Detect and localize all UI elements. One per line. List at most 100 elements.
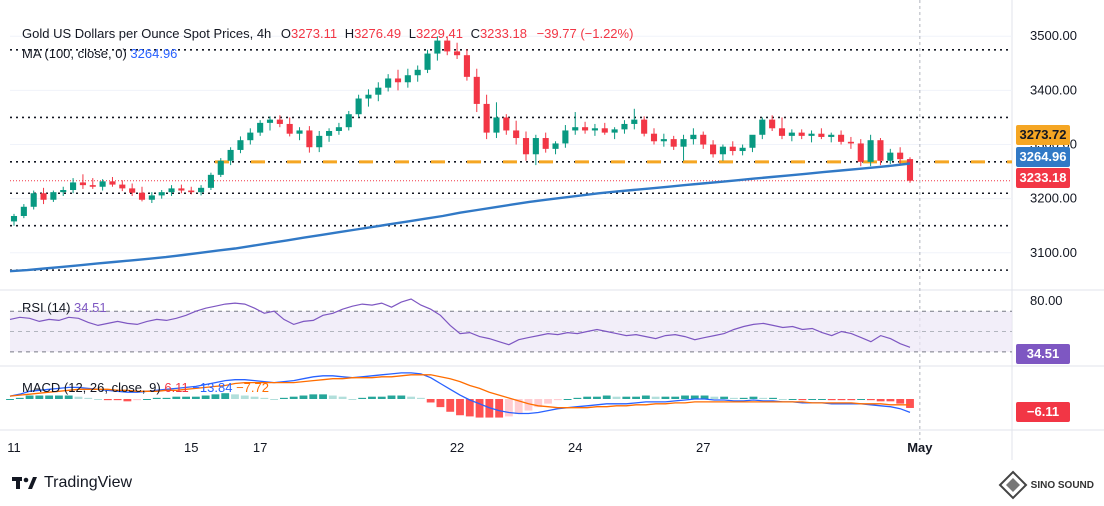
candle-body-70 xyxy=(700,134,707,145)
macd-hist-bar-79 xyxy=(778,399,787,400)
macd-hist-bar-66 xyxy=(651,396,660,399)
tradingview-logo-icon xyxy=(12,477,37,489)
rsi-tick-label-0: 80.00 xyxy=(1030,293,1063,308)
brand-name: TradingView xyxy=(44,474,133,491)
candle-body-43 xyxy=(434,40,441,54)
candle-body-47 xyxy=(473,76,480,104)
macd-hist-bar-92 xyxy=(906,399,914,408)
candle-body-71 xyxy=(710,144,717,155)
candle-body-2 xyxy=(30,193,37,207)
macd-hist-bar-64 xyxy=(632,396,640,399)
macd-hist-bar-90 xyxy=(886,399,895,402)
candle-body-8 xyxy=(89,185,96,187)
candle-body-65 xyxy=(650,133,658,142)
candle-body-56 xyxy=(562,130,569,144)
candle-body-10 xyxy=(109,181,116,185)
macd-hist-bar-54 xyxy=(534,399,543,408)
candle-body-32 xyxy=(326,130,333,136)
rsi-legend[interactable]: RSI (14) 34.51 xyxy=(22,300,107,315)
macd-hist-bar-12 xyxy=(123,399,132,402)
price-tick-label-3: 3200.00 xyxy=(1030,191,1077,206)
candle-body-22 xyxy=(227,149,234,161)
macd-hist-bar-46 xyxy=(456,399,464,416)
candle-body-55 xyxy=(552,143,559,149)
candle-body-51 xyxy=(513,130,520,139)
candle-body-80 xyxy=(798,132,805,136)
macd-hist-bar-61 xyxy=(602,395,611,399)
candle-body-64 xyxy=(641,119,648,134)
macd-legend-macd: −13.84 xyxy=(192,380,233,395)
x-tick-label-4: 24 xyxy=(568,440,582,455)
sinosound-logo: SINO SOUND xyxy=(998,470,1094,500)
last-price-badge: 3233.18 xyxy=(1016,168,1070,188)
candle-body-58 xyxy=(582,127,589,131)
macd-hist-bar-52 xyxy=(514,399,523,415)
candle-body-40 xyxy=(404,75,411,83)
macd-hist-bar-35 xyxy=(348,399,357,400)
rsi-legend-value: 34.51 xyxy=(74,300,107,315)
candle-body-7 xyxy=(79,182,86,186)
price-tick-label-1: 3400.00 xyxy=(1030,82,1077,97)
macd-hist-bar-43 xyxy=(426,399,435,403)
macd-legend-hist: 6.11 xyxy=(164,380,189,395)
candle-body-30 xyxy=(306,130,313,148)
macd-hist-bar-60 xyxy=(593,396,601,399)
candle-body-19 xyxy=(198,187,205,193)
macd-hist-bar-16 xyxy=(162,397,171,399)
candle-body-38 xyxy=(385,78,392,88)
chart-header: Gold US Dollars per Ounce Spot Prices, 4… xyxy=(22,26,633,41)
candle-body-15 xyxy=(158,192,165,196)
candle-body-50 xyxy=(503,117,510,131)
macd-hist-bar-45 xyxy=(446,399,455,412)
macd-hist-bar-70 xyxy=(690,395,699,399)
candle-body-76 xyxy=(759,119,766,135)
macd-hist-bar-57 xyxy=(563,399,572,400)
candle-body-82 xyxy=(818,133,825,137)
macd-hist-bar-8 xyxy=(84,397,93,399)
macd-hist-bar-84 xyxy=(827,399,836,401)
macd-hist-bar-39 xyxy=(387,395,396,399)
x-tick-label-0: 11 xyxy=(7,440,21,455)
macd-hist-bar-34 xyxy=(338,396,347,399)
macd-hist-bar-74 xyxy=(730,397,738,399)
macd-legend[interactable]: MACD (12, 26, close, 9) 6.11 −13.84 −7.7… xyxy=(22,380,269,395)
macd-hist-bar-26 xyxy=(260,397,269,399)
candle-body-16 xyxy=(168,188,175,193)
candle-body-74 xyxy=(739,147,746,152)
ohlc-h-label: H xyxy=(344,26,355,41)
macd-hist-bar-86 xyxy=(847,399,856,401)
ohlc-close-value: 3233.18 xyxy=(479,26,527,41)
ma-legend[interactable]: MA (100, close, 0) 3264.96 xyxy=(22,46,177,61)
macd-legend-label: MACD (12, 26, close, 9) xyxy=(22,380,161,395)
ohlc-change: −39.77 (−1.22%) xyxy=(536,26,634,41)
macd-hist-bar-6 xyxy=(64,395,73,399)
candle-body-52 xyxy=(522,138,530,155)
macd-badge: −6.11 xyxy=(1016,402,1070,422)
x-tick-label-5: 27 xyxy=(696,440,710,455)
macd-hist-bar-18 xyxy=(182,396,190,399)
candle-body-49 xyxy=(493,117,500,133)
candle-body-81 xyxy=(808,133,815,136)
candle-body-4 xyxy=(50,192,57,200)
candle-body-85 xyxy=(847,141,854,144)
macd-hist-bar-20 xyxy=(201,395,210,399)
candle-body-0 xyxy=(10,215,18,222)
macd-hist-bar-91 xyxy=(896,399,905,404)
macd-hist-bar-30 xyxy=(299,395,308,399)
rsi-legend-label: RSI (14) xyxy=(22,300,71,315)
tradingview-brand[interactable]: TradingView xyxy=(12,474,132,492)
macd-hist-bar-51 xyxy=(505,399,513,417)
candle-body-84 xyxy=(838,134,845,142)
candle-body-20 xyxy=(207,174,214,188)
macd-hist-bar-47 xyxy=(465,399,474,417)
macd-hist-bar-53 xyxy=(524,399,533,411)
macd-hist-bar-4 xyxy=(45,395,54,399)
macd-hist-bar-2 xyxy=(25,395,34,399)
macd-hist-bar-24 xyxy=(240,395,249,399)
x-tick-label-2: 17 xyxy=(253,440,267,455)
candle-body-53 xyxy=(532,138,539,155)
candle-body-86 xyxy=(857,143,864,162)
macd-hist-bar-7 xyxy=(74,396,83,399)
candle-body-24 xyxy=(247,132,254,141)
